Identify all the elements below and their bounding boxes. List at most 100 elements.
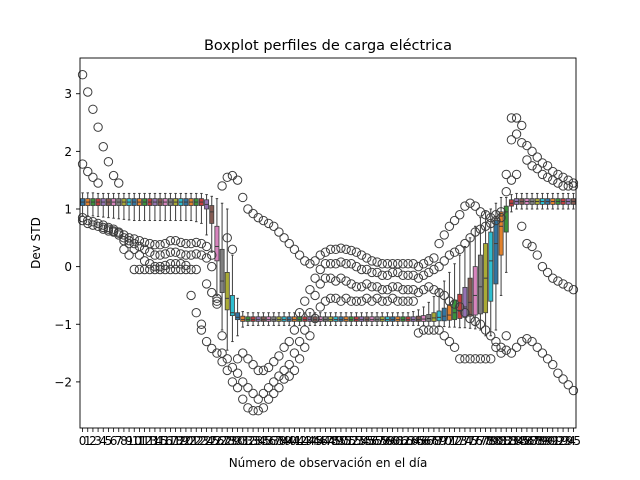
x-tick-label: 65	[411, 434, 426, 448]
x-tick-label: 15	[152, 434, 167, 448]
x-tick-label: 2	[89, 434, 97, 448]
outlier-point	[310, 273, 320, 283]
box-45	[312, 312, 318, 326]
outlier-point	[496, 342, 506, 353]
outlier-point	[222, 354, 232, 364]
outlier-point	[480, 210, 491, 220]
outlier-point	[263, 394, 274, 404]
box-body	[224, 271, 230, 311]
box-body	[441, 307, 447, 322]
box-body	[503, 205, 509, 233]
outlier-point	[527, 241, 537, 252]
box-17	[167, 192, 173, 222]
outlier-point	[212, 293, 222, 304]
box-26	[214, 198, 220, 296]
outliers-59	[382, 259, 393, 306]
outlier-point	[150, 264, 160, 275]
outlier-point	[548, 273, 558, 283]
box-body	[384, 316, 390, 322]
outlier-point	[284, 336, 294, 347]
outlier-point	[460, 201, 470, 211]
outlier-point	[403, 270, 413, 280]
box-33	[250, 312, 256, 326]
outlier-point	[387, 282, 398, 292]
outlier-point	[532, 163, 542, 174]
x-tick-label: 32	[240, 434, 255, 448]
outlier-point	[181, 238, 191, 249]
outliers-28	[222, 172, 232, 376]
outlier-point	[429, 253, 439, 263]
outlier-point	[294, 354, 305, 364]
outliers-48	[325, 244, 336, 304]
x-tick-label: 72	[447, 434, 462, 448]
outlier-point	[517, 221, 527, 231]
outlier-point	[232, 175, 243, 185]
outlier-point	[377, 284, 387, 295]
outlier-point	[356, 250, 367, 260]
box-88	[534, 192, 540, 210]
outlier-point	[434, 261, 444, 272]
outlier-point	[522, 333, 532, 344]
outlier-point	[418, 259, 429, 269]
box-30	[235, 297, 241, 337]
x-tick-label: 73	[452, 434, 467, 448]
outlier-point	[83, 87, 93, 97]
outliers-93	[558, 172, 568, 384]
outlier-point	[77, 159, 88, 169]
outlier-point	[356, 264, 367, 275]
outlier-point	[207, 261, 217, 272]
box-body	[395, 316, 401, 322]
x-tick-label: 46	[313, 434, 328, 448]
box-77	[477, 217, 483, 331]
outlier-point	[134, 235, 145, 246]
outlier-point	[134, 264, 145, 275]
outlier-point	[418, 325, 429, 335]
box-body	[446, 304, 452, 321]
outlier-point	[387, 267, 398, 278]
outlier-point	[558, 374, 568, 384]
outlier-point	[496, 348, 506, 358]
x-tick-label: 78	[478, 434, 493, 448]
x-tick-label: 53	[349, 434, 364, 448]
outlier-point	[568, 178, 579, 188]
outlier-point	[83, 215, 93, 226]
outliers-90	[542, 161, 553, 364]
outlier-point	[253, 394, 263, 404]
x-tick-label: 62	[395, 434, 410, 448]
outlier-point	[532, 152, 542, 162]
outlier-point	[103, 157, 114, 167]
outlier-point	[346, 296, 356, 306]
box-25	[209, 195, 215, 253]
x-tick-label: 40	[282, 434, 297, 448]
outliers-68	[429, 253, 439, 335]
outlier-point	[362, 253, 372, 263]
box-0	[80, 192, 86, 217]
x-tick-label: 93	[555, 434, 570, 448]
box-body	[359, 316, 365, 322]
outliers-16	[160, 238, 170, 275]
box-3	[95, 192, 101, 217]
box-body	[271, 316, 277, 322]
outliers-13	[145, 238, 155, 275]
x-tick-label: 70	[437, 434, 452, 448]
outlier-point	[274, 351, 284, 361]
outliers-18	[170, 235, 181, 275]
outlier-point	[553, 178, 563, 188]
box-body	[421, 315, 427, 322]
outlier-point	[480, 325, 491, 335]
outliers-50	[336, 243, 346, 306]
y-tick-label: −1	[54, 318, 72, 332]
outlier-point	[424, 325, 434, 335]
box-body	[457, 293, 463, 319]
outlier-point	[222, 172, 232, 182]
outliers-47	[320, 247, 331, 306]
outlier-point	[367, 296, 377, 306]
outlier-point	[563, 282, 573, 292]
x-tick-label: 66	[416, 434, 431, 448]
outlier-point	[475, 224, 486, 234]
box-body	[364, 316, 370, 322]
x-tick-label: 18	[168, 434, 183, 448]
outliers-77	[475, 207, 486, 364]
x-tick-label: 39	[276, 434, 291, 448]
outlier-point	[439, 230, 449, 240]
